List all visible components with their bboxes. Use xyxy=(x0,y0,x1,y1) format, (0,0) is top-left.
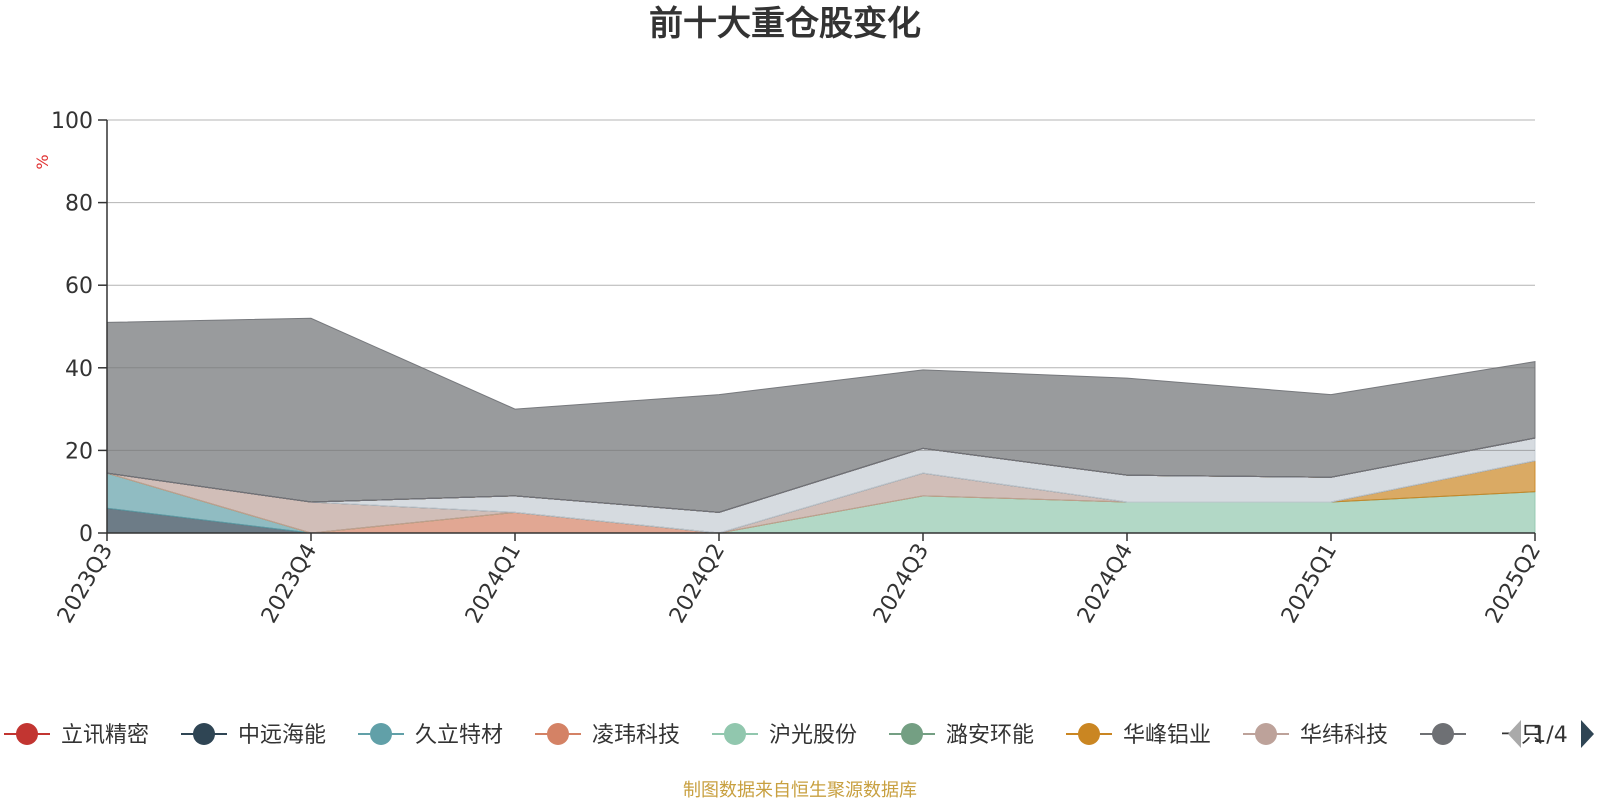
legend-item[interactable]: 华纬科技 xyxy=(1243,723,1388,748)
legend-item[interactable]: 久立特材 xyxy=(358,723,503,748)
legend-item[interactable]: 潞安环能 xyxy=(889,723,1034,748)
y-tick-label: 80 xyxy=(65,192,93,217)
legend-item[interactable]: 华峰铝业 xyxy=(1066,723,1211,748)
y-tick-label: 40 xyxy=(65,357,93,382)
chart-title: 前十大重仓股变化 xyxy=(649,4,921,44)
area-band-26 xyxy=(106,317,1536,513)
legend-label: 潞安环能 xyxy=(946,723,1034,748)
legend-marker-icon xyxy=(547,723,569,745)
y-tick-label: 60 xyxy=(65,274,93,299)
legend-item[interactable]: 凌玮科技 xyxy=(535,723,680,748)
legend-clip-mask xyxy=(1472,712,1502,756)
grid-lines xyxy=(107,119,1535,451)
legend-marker-icon xyxy=(193,723,215,745)
legend-marker-icon xyxy=(1432,723,1454,745)
source-footnote: 制图数据来自恒生聚源数据库 xyxy=(683,780,917,800)
x-tick-label: 2025Q2 xyxy=(1481,540,1546,628)
legend-next-page-icon[interactable] xyxy=(1581,720,1594,748)
legend-item[interactable]: 立讯精密 xyxy=(4,723,149,748)
legend-marker-icon xyxy=(370,723,392,745)
legend-marker-icon xyxy=(1255,723,1277,745)
legend-page-indicator: 1/4 xyxy=(1532,723,1567,748)
x-tick-label: 2025Q1 xyxy=(1277,540,1342,628)
x-tick-label: 2023Q4 xyxy=(257,540,322,628)
x-tick-label: 2024Q4 xyxy=(1073,540,1138,628)
legend-marker-icon xyxy=(16,723,38,745)
legend-label: 沪光股份 xyxy=(769,723,857,748)
x-tick-label: 2024Q2 xyxy=(665,540,730,628)
legend-label: 久立特材 xyxy=(415,723,503,748)
legend-label: 华纬科技 xyxy=(1300,723,1388,748)
x-tick-label: 2024Q3 xyxy=(869,540,934,628)
y-axis-label: % xyxy=(33,154,52,169)
legend-item[interactable]: 中远海能 xyxy=(181,723,326,748)
legend-label: 凌玮科技 xyxy=(592,723,680,748)
y-tick-label: 100 xyxy=(51,109,93,134)
legend-prev-page-icon[interactable] xyxy=(1508,720,1521,748)
legend-label: 华峰铝业 xyxy=(1123,723,1211,748)
legend-marker-icon xyxy=(1078,723,1100,745)
y-tick-label: 20 xyxy=(65,439,93,464)
legend-label: 中远海能 xyxy=(238,723,326,748)
x-tick-label: 2023Q3 xyxy=(53,540,118,628)
legend: 立讯精密中远海能久立特材凌玮科技沪光股份潞安环能华峰铝业华纬科技另一只 xyxy=(4,712,1543,756)
area-bands xyxy=(106,317,1536,534)
x-tick-label: 2024Q1 xyxy=(461,540,526,628)
legend-marker-icon xyxy=(724,723,746,745)
y-tick-label: 0 xyxy=(79,522,93,547)
legend-pager: 1/4 xyxy=(1508,720,1594,748)
legend-marker-icon xyxy=(901,723,923,745)
legend-label: 立讯精密 xyxy=(61,723,149,748)
legend-item[interactable]: 沪光股份 xyxy=(712,723,857,748)
plot-area: 0 20 40 60 80 100 2023Q3 2023Q4 2024Q1 2024Q2 2024… xyxy=(51,109,1546,628)
